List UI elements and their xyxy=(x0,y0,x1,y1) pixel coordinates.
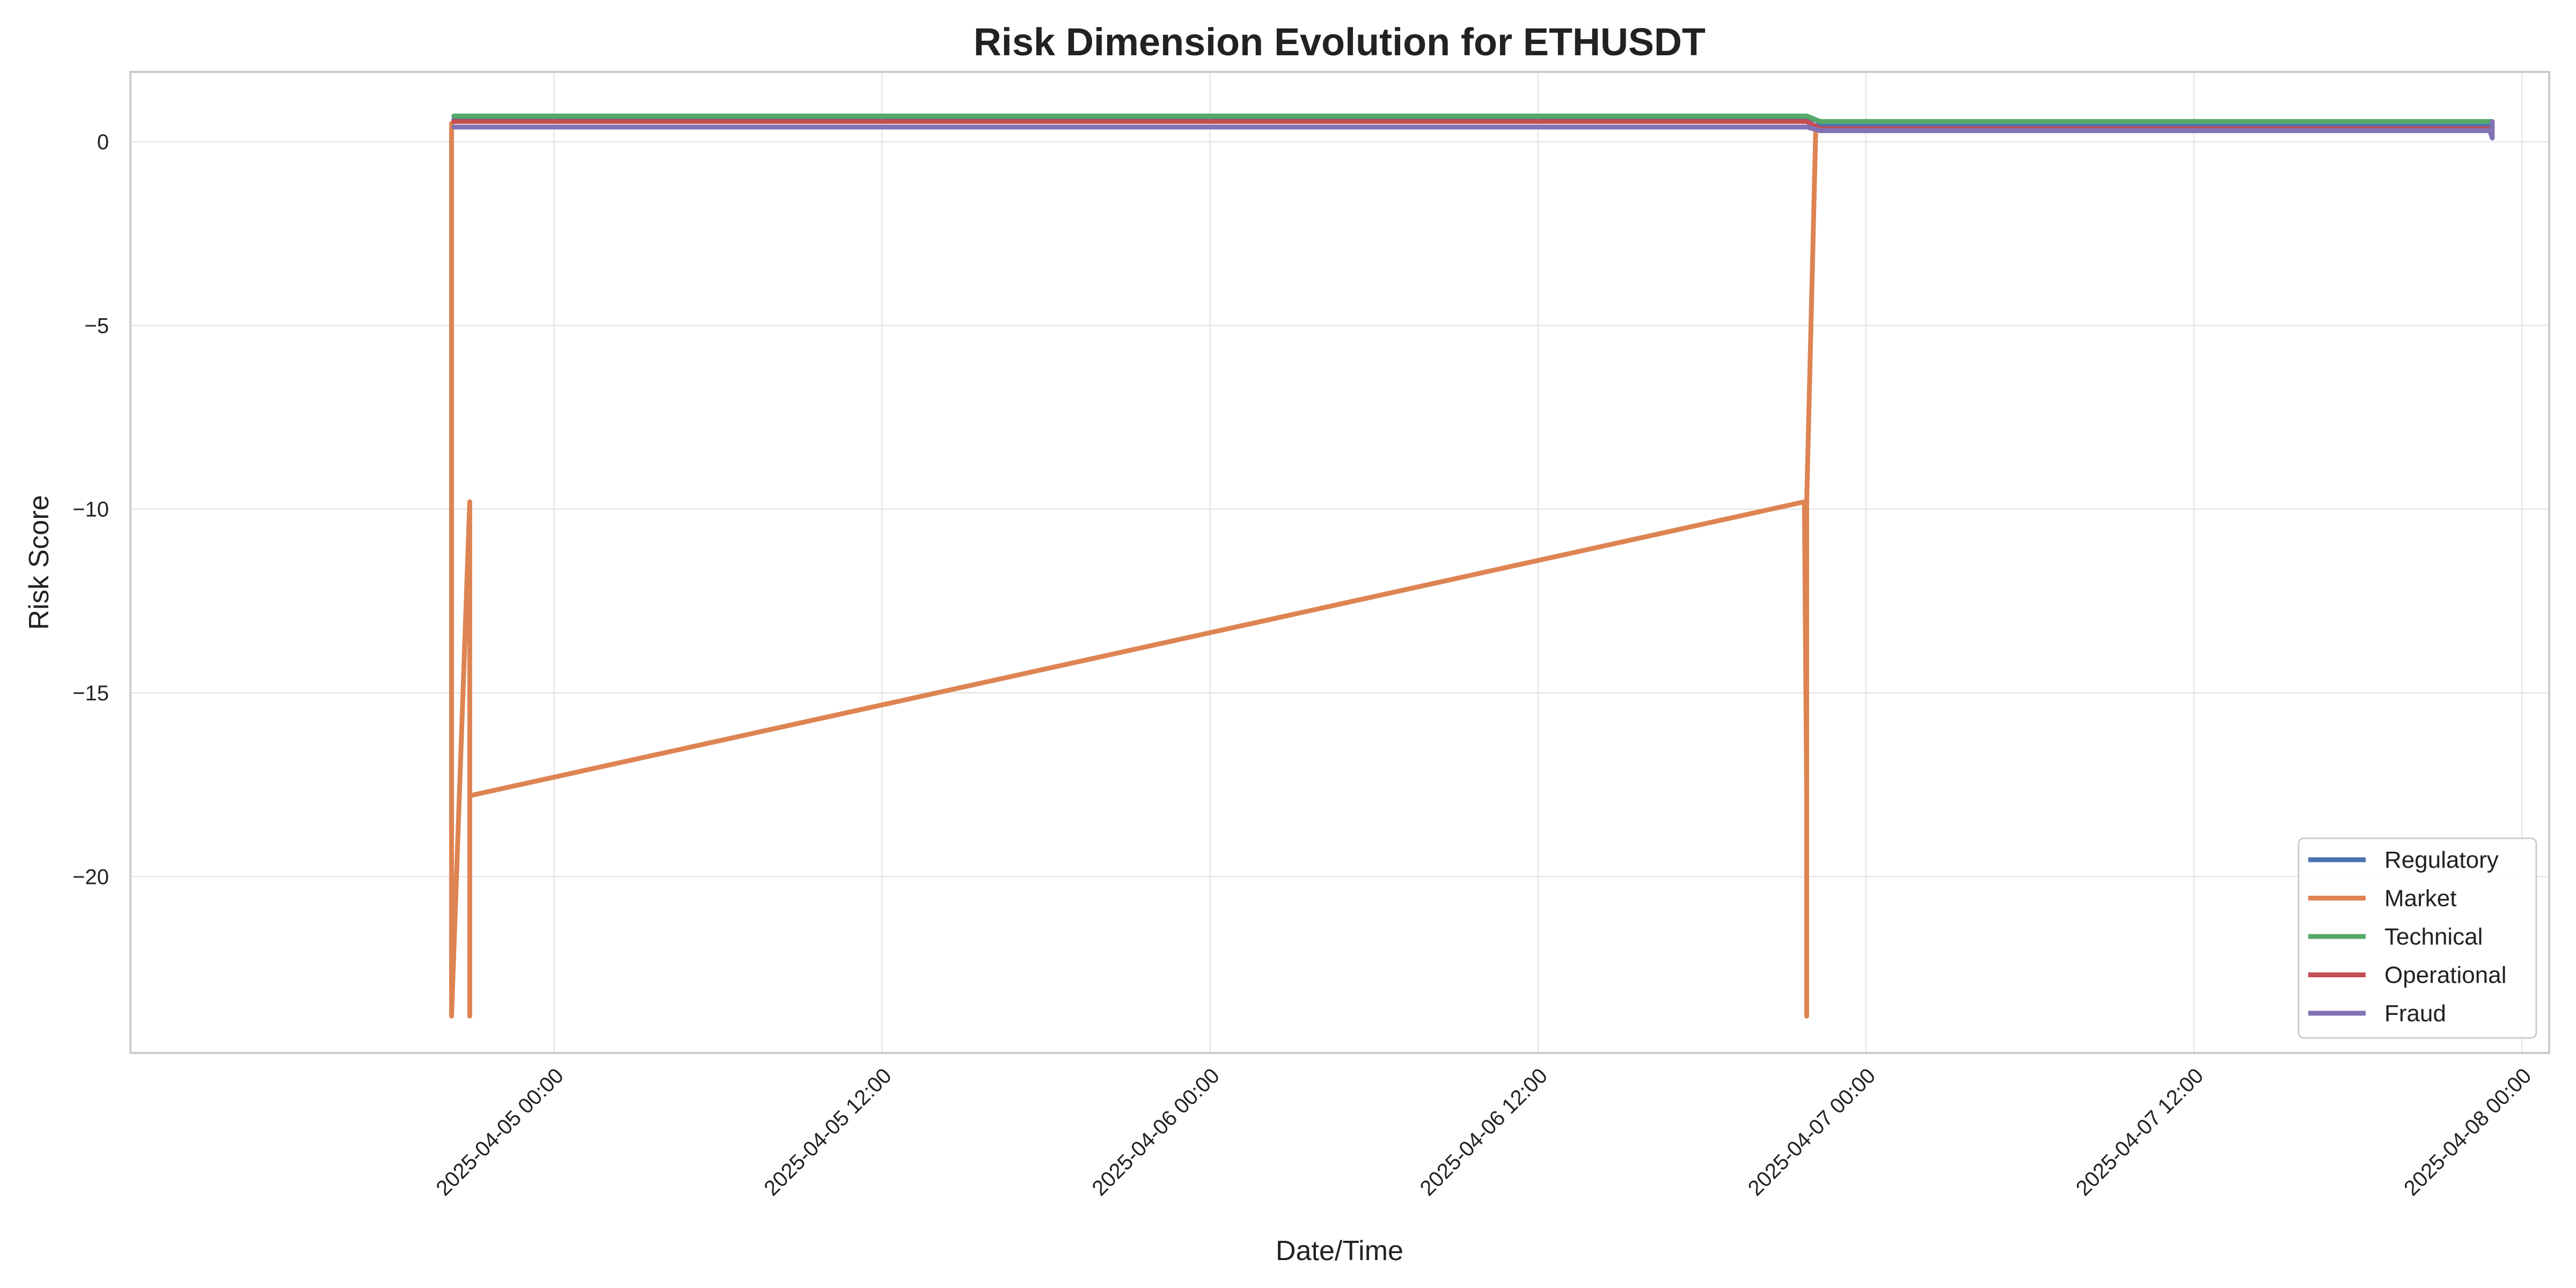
legend-label-technical: Technical xyxy=(2384,924,2483,950)
grid xyxy=(130,72,2549,1053)
y-tick-label: 0 xyxy=(97,130,109,154)
y-tick-label: −20 xyxy=(72,865,109,889)
y-tick-label: −15 xyxy=(72,682,109,705)
chart-title: Risk Dimension Evolution for ETHUSDT xyxy=(974,21,1706,64)
legend-box xyxy=(2297,837,2537,1039)
y-tick-label: −5 xyxy=(84,314,109,338)
legend-label-operational: Operational xyxy=(2384,962,2506,989)
legend-label-market: Market xyxy=(2384,885,2456,912)
legend-label-fraud: Fraud xyxy=(2384,1000,2446,1027)
y-tick-label: −10 xyxy=(72,498,109,522)
series-line-market xyxy=(449,121,2495,1019)
x-axis-label: Date/Time xyxy=(1276,1235,1403,1267)
series-line-technical xyxy=(451,113,2495,124)
legend: Regulatory Market Technical Operational Frau… xyxy=(2297,837,2537,1039)
legend-label-regulatory: Regulatory xyxy=(2384,847,2499,873)
y-axis-label: Risk Score xyxy=(24,495,55,630)
plot-frame xyxy=(129,71,2550,1054)
series-line-fraud xyxy=(451,119,2495,141)
series-lines xyxy=(449,113,2495,1019)
